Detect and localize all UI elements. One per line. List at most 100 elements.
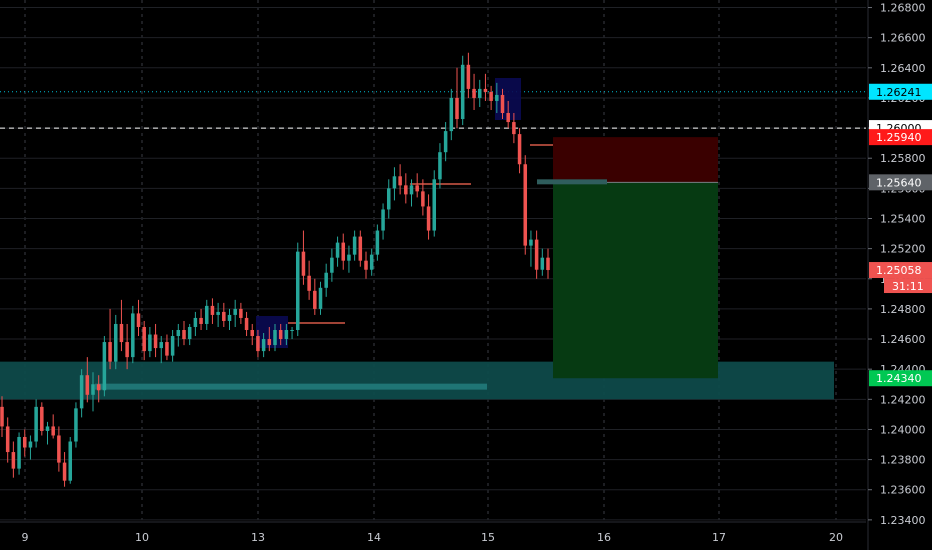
candle-body <box>187 326 192 340</box>
candle-body <box>421 191 425 207</box>
candle-body <box>398 176 402 186</box>
candle-body <box>119 323 124 343</box>
candle-body <box>108 342 112 362</box>
price-tag-label: 1.24340 <box>876 372 922 385</box>
price-tick-label: 1.25200 <box>880 243 926 256</box>
candle-body <box>170 336 175 356</box>
candle-body <box>176 330 181 337</box>
candle-body <box>142 326 146 352</box>
price-tag <box>869 83 932 100</box>
candle-body <box>273 330 277 346</box>
price-tag <box>869 129 932 146</box>
candle-body <box>193 317 198 327</box>
candle-body <box>449 97 454 132</box>
price-tag-label: 1.25940 <box>876 131 922 144</box>
candle-body <box>432 179 437 231</box>
candle-body <box>267 339 272 346</box>
price-tag-label: 1.25058 <box>876 264 922 277</box>
candle-body <box>91 384 95 395</box>
candle-body <box>278 330 283 340</box>
candle-body <box>352 236 357 255</box>
price-tick-label: 1.25800 <box>880 152 926 165</box>
candle-body <box>523 164 528 246</box>
candle-body <box>324 272 328 288</box>
candle-body <box>375 230 380 255</box>
candle-body <box>68 441 73 481</box>
price-tag <box>869 262 932 279</box>
candle-body <box>369 254 374 270</box>
candle-body <box>477 88 482 98</box>
candle-body <box>284 330 289 340</box>
grid-lines <box>0 0 866 521</box>
candle-body <box>79 375 84 409</box>
time-tick-label: 10 <box>135 531 149 544</box>
price-tag <box>869 174 932 191</box>
price-tick-label: 1.23400 <box>880 514 926 527</box>
candle-body <box>358 236 363 261</box>
candle-body <box>415 185 419 192</box>
candle-body <box>540 257 545 270</box>
candle-body <box>335 242 340 258</box>
candle-body <box>113 323 118 362</box>
candle-body <box>495 94 499 101</box>
price-tag-label: 1.26241 <box>876 86 922 99</box>
candle-body <box>244 317 249 330</box>
time-tick-label: 15 <box>481 531 495 544</box>
candle-body <box>165 342 169 356</box>
candle-body <box>233 308 237 315</box>
candle-body <box>210 305 215 315</box>
candle-body <box>301 251 306 276</box>
candle-body <box>17 436 21 469</box>
candle-body <box>239 308 243 318</box>
candle-body <box>85 375 90 395</box>
candle-body <box>347 254 351 261</box>
candle-body <box>438 152 442 180</box>
candle-body <box>28 441 33 448</box>
candle-body <box>364 260 368 270</box>
candle-body <box>40 406 44 431</box>
candle-body <box>307 275 311 291</box>
price-tick-label: 1.23800 <box>880 454 926 467</box>
support-zone-inner-bar <box>95 383 487 390</box>
candle-body <box>455 97 459 120</box>
price-tick-label: 1.26600 <box>880 32 926 45</box>
price-tick-label: 1.24600 <box>880 333 926 346</box>
price-tick-label: 1.24000 <box>880 423 926 436</box>
time-axis[interactable]: 9 10 13 14 15 16 17 20 <box>0 521 866 544</box>
candle-body <box>489 91 493 101</box>
candle-body <box>392 176 397 189</box>
candle-body <box>404 185 408 195</box>
time-tick-label: 17 <box>712 531 726 544</box>
price-tags: 1.262411.260001.259401.256401.250581.243… <box>869 83 932 387</box>
candle-body <box>472 88 476 98</box>
candle-body <box>74 408 78 442</box>
price-tick-label: 1.26400 <box>880 62 926 75</box>
candle-body <box>34 406 38 442</box>
candle-body <box>409 185 414 195</box>
candle-body <box>45 426 50 431</box>
candle-body <box>182 330 186 340</box>
price-tick-label: 1.24200 <box>880 393 926 406</box>
time-tick-label: 13 <box>251 531 265 544</box>
time-tick-label: 20 <box>829 531 843 544</box>
candle-body <box>483 88 488 92</box>
candle-body <box>216 311 220 315</box>
candle-body <box>534 239 539 270</box>
candle-body <box>466 64 471 89</box>
candle-body <box>256 336 260 352</box>
price-tick-label: 1.26800 <box>880 2 926 15</box>
candle-body <box>290 330 294 331</box>
candle-body <box>381 209 385 231</box>
candle-body <box>222 311 226 321</box>
take-profit-zone <box>553 182 718 379</box>
candle-body <box>22 436 27 448</box>
candle-body <box>148 334 152 352</box>
candle-body <box>153 334 158 349</box>
candle-body <box>204 305 209 324</box>
candle-body <box>102 342 107 391</box>
horizontal-lines <box>0 78 866 348</box>
price-tag <box>869 370 932 387</box>
candle-body <box>386 188 391 210</box>
